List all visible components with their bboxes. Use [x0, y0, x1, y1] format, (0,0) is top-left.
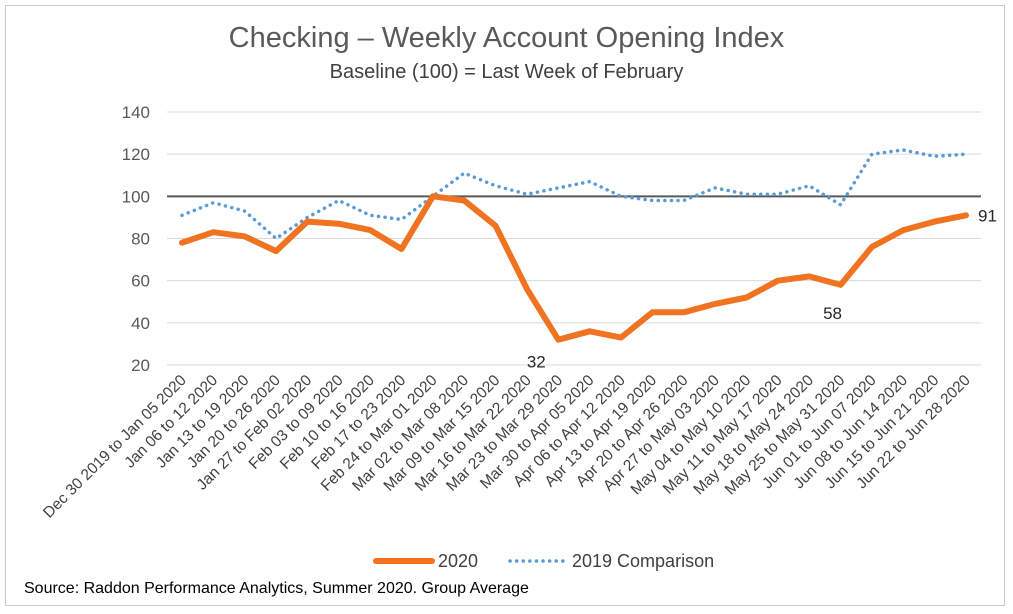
chart-subtitle: Baseline (100) = Last Week of February [329, 61, 684, 83]
legend: 2020 2019 Comparison [373, 551, 714, 571]
y-tick-label: 100 [122, 187, 150, 206]
data-label: 58 [823, 304, 842, 323]
legend-label: 2019 Comparison [572, 551, 714, 571]
y-tick-label: 80 [131, 230, 150, 249]
data-labels: 32 58 91 [527, 206, 997, 371]
series-line-2020 [179, 193, 969, 343]
series-lines [179, 148, 969, 343]
chart-frame [5, 5, 1005, 606]
gridlines [167, 111, 981, 366]
data-label: 91 [978, 206, 997, 225]
chart-title: Checking – Weekly Account Opening Index [228, 22, 785, 54]
legend-label: 2020 [438, 551, 478, 571]
series-line-2019-comparison [180, 148, 968, 241]
y-axis-ticks: 20 40 60 80 100 120 140 [122, 103, 150, 375]
source-note: Source: Raddon Performance Analytics, Su… [24, 580, 529, 597]
y-tick-label: 40 [131, 314, 150, 333]
y-tick-label: 140 [122, 103, 150, 122]
y-tick-label: 20 [131, 356, 150, 375]
data-label: 32 [527, 353, 546, 372]
y-tick-label: 60 [131, 272, 150, 291]
y-tick-label: 120 [122, 145, 150, 164]
